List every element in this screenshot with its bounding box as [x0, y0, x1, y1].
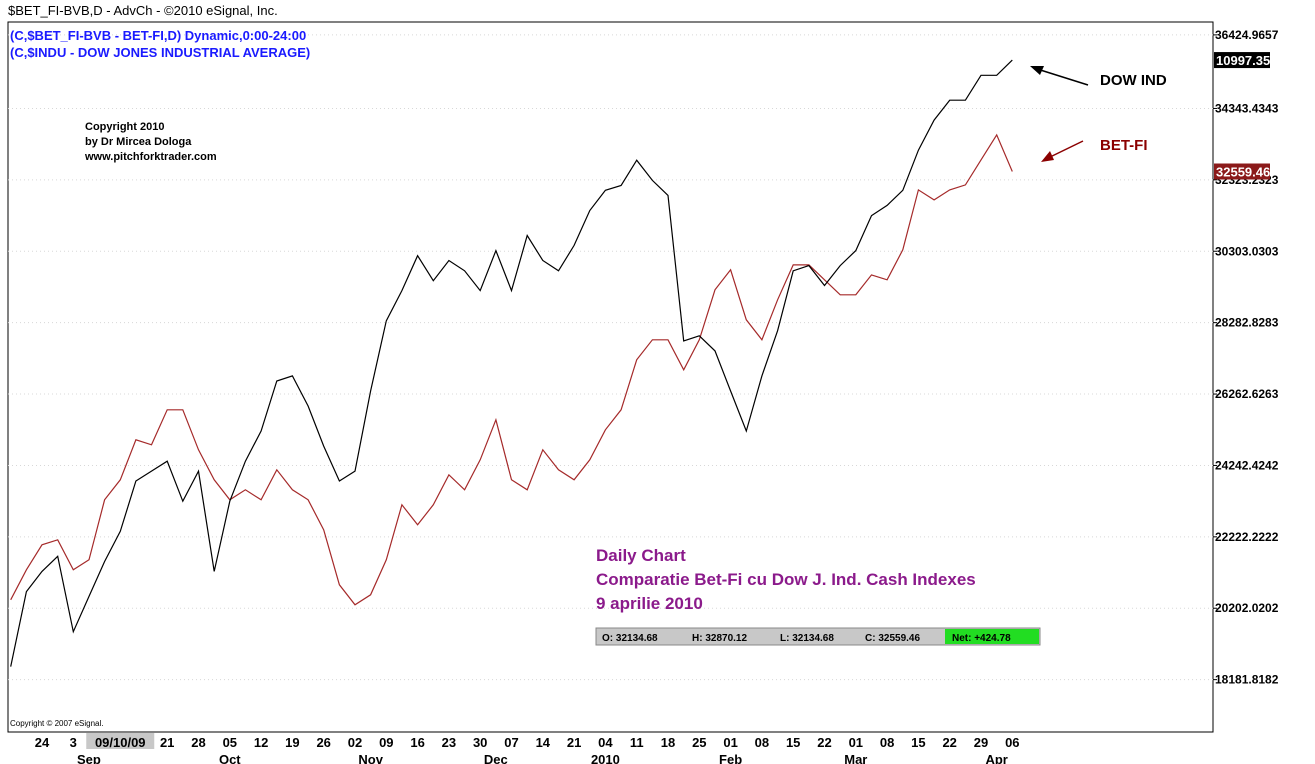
- series-header: (C,$INDU - DOW JONES INDUSTRIAL AVERAGE): [10, 45, 310, 60]
- series-line: [10, 59, 1013, 667]
- plot-frame: [7, 21, 1214, 733]
- x-tick-label: 22: [817, 735, 831, 750]
- x-tick-label: 21: [567, 735, 581, 750]
- betfi-callout: BET-FI: [1041, 137, 1148, 162]
- y-tick-label: 20202.0202: [1215, 601, 1279, 615]
- x-tick-label: 22: [942, 735, 956, 750]
- x-month-label: Dec: [484, 752, 508, 764]
- x-tick-label: 16: [410, 735, 424, 750]
- status-high: H: 32870.12: [692, 633, 747, 644]
- axis: 18181.8182 20202.0202 22222.2222 24242.4242…: [35, 28, 1279, 764]
- x-tick-label: 19: [285, 735, 299, 750]
- x-tick-label: 15: [911, 735, 925, 750]
- series-line: [10, 133, 1013, 606]
- x-tick-label: 11: [630, 735, 644, 750]
- last-value-label: 32559.46: [1216, 165, 1270, 180]
- lines: [10, 59, 1013, 667]
- y-tick-label: 36424.9657: [1215, 28, 1279, 42]
- x-month-label: Feb: [719, 752, 742, 764]
- arrow: [1033, 67, 1089, 86]
- x-month-label: Apr: [985, 752, 1007, 764]
- x-tick-label: 24: [35, 735, 50, 750]
- x-tick-label: 25: [692, 735, 706, 750]
- x-tick-label: 08: [880, 735, 894, 750]
- series-label: BET-FI: [1100, 137, 1148, 154]
- status-net-bg: [945, 629, 1039, 644]
- x-tick-label: 07: [504, 735, 518, 750]
- y-tick-label: 22222.2222: [1215, 530, 1279, 544]
- x-tick-label: 26: [316, 735, 330, 750]
- x-month-label: Oct: [219, 752, 241, 764]
- grid: [8, 34, 1213, 681]
- last-value-label: 10997.35: [1216, 53, 1270, 68]
- x-tick-label: 05: [223, 735, 237, 750]
- x-tick-label: 02: [348, 735, 362, 750]
- status-low: L: 32134.68: [780, 633, 834, 644]
- status-net: Net: +424.78: [952, 633, 1011, 644]
- annotation: 9 aprilie 2010: [596, 594, 703, 613]
- x-tick-label: 04: [598, 735, 613, 750]
- x-month-label: Mar: [844, 752, 867, 764]
- y-tick-label: 24242.4242: [1215, 458, 1279, 472]
- x-month-label: Sep: [77, 752, 101, 764]
- status-close: C: 32559.46: [865, 633, 920, 644]
- dow-callout: DOW IND: [1030, 66, 1167, 89]
- x-tick-label: 18: [661, 735, 675, 750]
- y-tick-label: 26262.6263: [1215, 387, 1279, 401]
- x-tick-label: 15: [786, 735, 800, 750]
- x-tick-label: 06: [1005, 735, 1019, 750]
- status-open: O: 32134.68: [602, 633, 658, 644]
- arrow-head: [1030, 66, 1044, 75]
- y-tick-label: 30303.0303: [1215, 244, 1279, 258]
- x-month-label: 2010: [591, 752, 620, 764]
- x-tick-label: 01: [723, 735, 737, 750]
- x-tick-label: 12: [254, 735, 268, 750]
- cursor-date-bg: [86, 733, 155, 749]
- annotation: Comparatie Bet-Fi cu Dow J. Ind. Cash In…: [596, 570, 976, 589]
- y-tick-label: 28282.8283: [1215, 316, 1279, 330]
- x-tick-label: 14: [536, 735, 551, 750]
- y-tick-label: 34343.4343: [1215, 101, 1279, 115]
- x-tick-label: 30: [473, 735, 487, 750]
- copyright: by Dr Mircea Dologa: [85, 136, 192, 148]
- annotation: Daily Chart: [596, 546, 686, 565]
- copyright: www.pitchforktrader.com: [84, 151, 217, 163]
- y-tick-label: 18181.8182: [1215, 673, 1279, 687]
- x-tick-label: 3: [70, 735, 77, 750]
- x-tick-label: 08: [755, 735, 769, 750]
- status-bar: O: 32134.68 H: 32870.12 L: 32134.68 C: 3…: [595, 627, 1041, 646]
- x-tick-label: 09/10/09: [95, 735, 146, 750]
- source: Copyright © 2007 eSignal.: [10, 719, 104, 728]
- copyright: Copyright 2010: [85, 121, 164, 133]
- series-header: (C,$BET_FI-BVB - BET-FI,D) Dynamic,0:00-…: [10, 28, 306, 43]
- series-label: DOW IND: [1100, 72, 1167, 89]
- x-tick-label: 23: [442, 735, 456, 750]
- x-tick-label: 28: [191, 735, 205, 750]
- x-tick-label: 09: [379, 735, 393, 750]
- chart-title: $BET_FI-BVB,D - AdvCh - ©2010 eSignal, I…: [8, 3, 278, 18]
- x-tick-label: 21: [160, 735, 174, 750]
- arrow-head: [1041, 151, 1054, 162]
- x-month-label: Nov: [358, 752, 383, 764]
- last-value-bg: [1214, 52, 1270, 69]
- x-tick-label: 29: [974, 735, 988, 750]
- x-tick-label: 01: [849, 735, 863, 750]
- last-value-bg: [1214, 163, 1270, 180]
- status-bg: [595, 627, 1041, 646]
